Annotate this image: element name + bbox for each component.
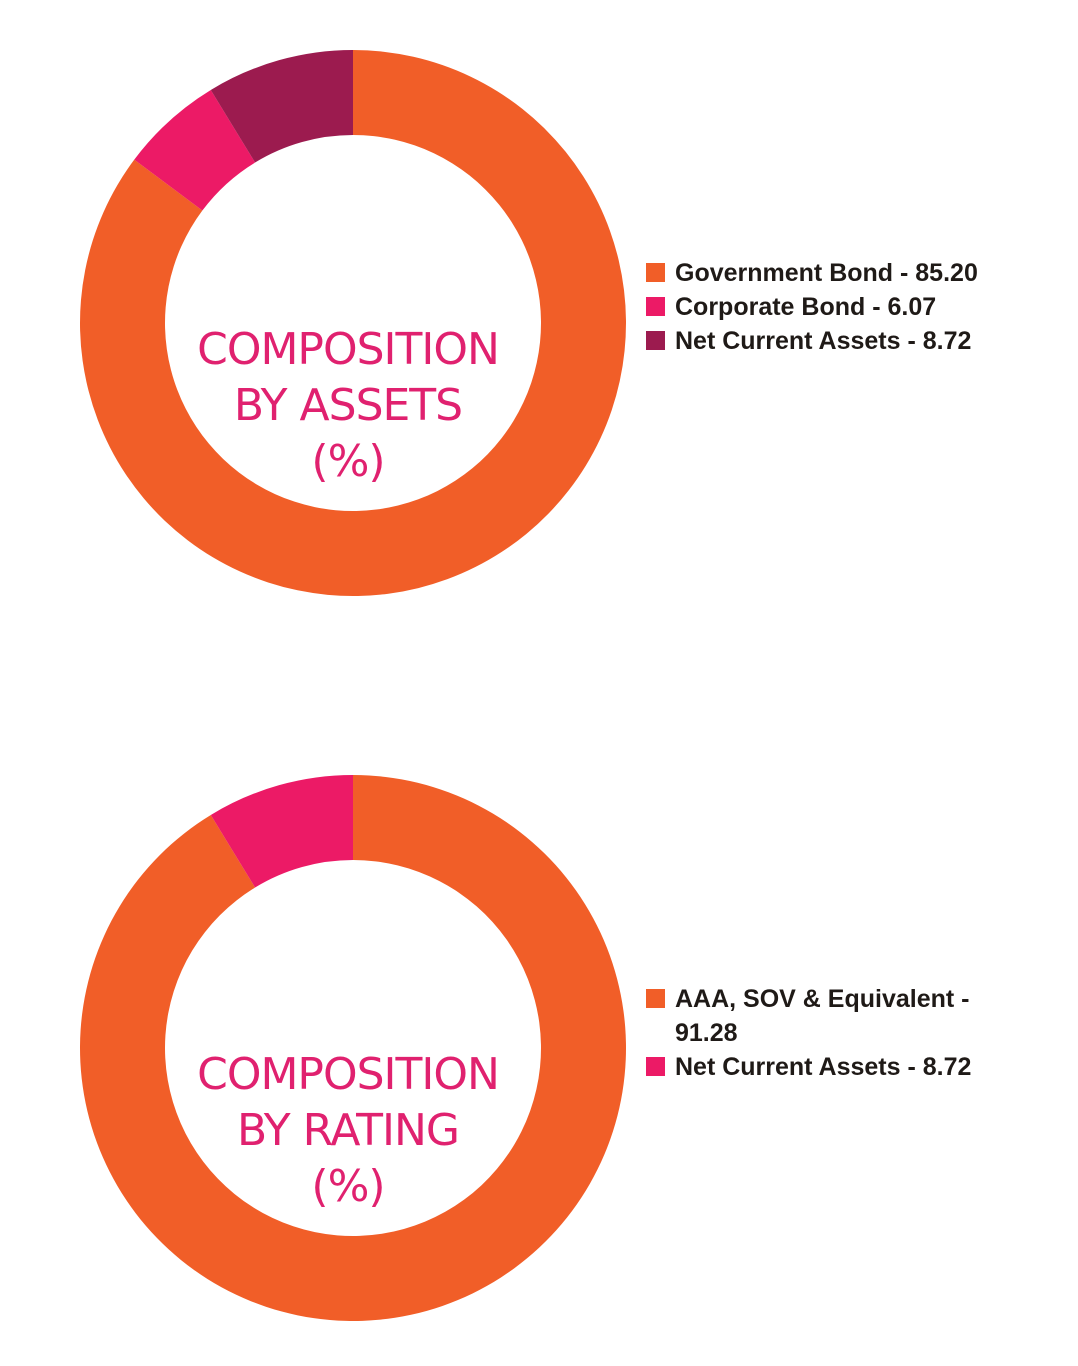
slice-government-bond bbox=[79, 50, 626, 596]
assets-title-line-1: COMPOSITION bbox=[197, 324, 500, 375]
assets-title-line-2: BY ASSETS bbox=[233, 380, 463, 431]
legend-swatch bbox=[646, 297, 665, 316]
slice-aaa-sov-equivalent bbox=[79, 775, 626, 1321]
assets-legend: Government Bond - 85.20 Corporate Bond -… bbox=[646, 256, 1066, 358]
slice-net-current-assets bbox=[210, 775, 353, 888]
rating-title-line-3: (%) bbox=[311, 1161, 385, 1212]
legend-label: Net Current Assets - 8.72 bbox=[675, 1053, 972, 1081]
legend-label: AAA, SOV & Equivalent - 91.28 bbox=[675, 985, 970, 1047]
rating-center-title: COMPOSITION BY RATING (%) bbox=[165, 1047, 531, 1215]
slice-net-current-assets bbox=[210, 50, 353, 163]
legend-item-net-current-assets: Net Current Assets - 8.72 bbox=[646, 324, 1066, 358]
legend-swatch bbox=[646, 1057, 665, 1076]
rating-title-line-1: COMPOSITION bbox=[197, 1049, 500, 1100]
legend-swatch bbox=[646, 331, 665, 350]
legend-label: Government Bond - 85.20 bbox=[675, 259, 978, 287]
assets-center-title: COMPOSITION BY ASSETS (%) bbox=[165, 322, 531, 490]
composition-by-assets-chart: COMPOSITION BY ASSETS (%) Government Bon… bbox=[0, 40, 1078, 600]
legend-swatch bbox=[646, 989, 665, 1008]
assets-title-line-3: (%) bbox=[311, 436, 385, 487]
composition-by-rating-chart: COMPOSITION BY RATING (%) AAA, SOV & Equ… bbox=[0, 765, 1078, 1325]
legend-item-corporate-bond: Corporate Bond - 6.07 bbox=[646, 290, 1066, 324]
rating-title-line-2: BY RATING bbox=[237, 1105, 460, 1156]
legend-label: Net Current Assets - 8.72 bbox=[675, 327, 972, 355]
legend-swatch bbox=[646, 263, 665, 282]
assets-donut bbox=[79, 50, 626, 596]
legend-item-government-bond: Government Bond - 85.20 bbox=[646, 256, 1066, 290]
rating-donut bbox=[79, 775, 626, 1321]
rating-legend: AAA, SOV & Equivalent - 91.28 Net Curren… bbox=[646, 982, 996, 1084]
legend-label: Corporate Bond - 6.07 bbox=[675, 293, 937, 321]
legend-item-aaa-sov-equivalent: AAA, SOV & Equivalent - 91.28 bbox=[646, 982, 996, 1050]
legend-item-net-current-assets: Net Current Assets - 8.72 bbox=[646, 1050, 996, 1084]
slice-corporate-bond bbox=[134, 89, 256, 211]
